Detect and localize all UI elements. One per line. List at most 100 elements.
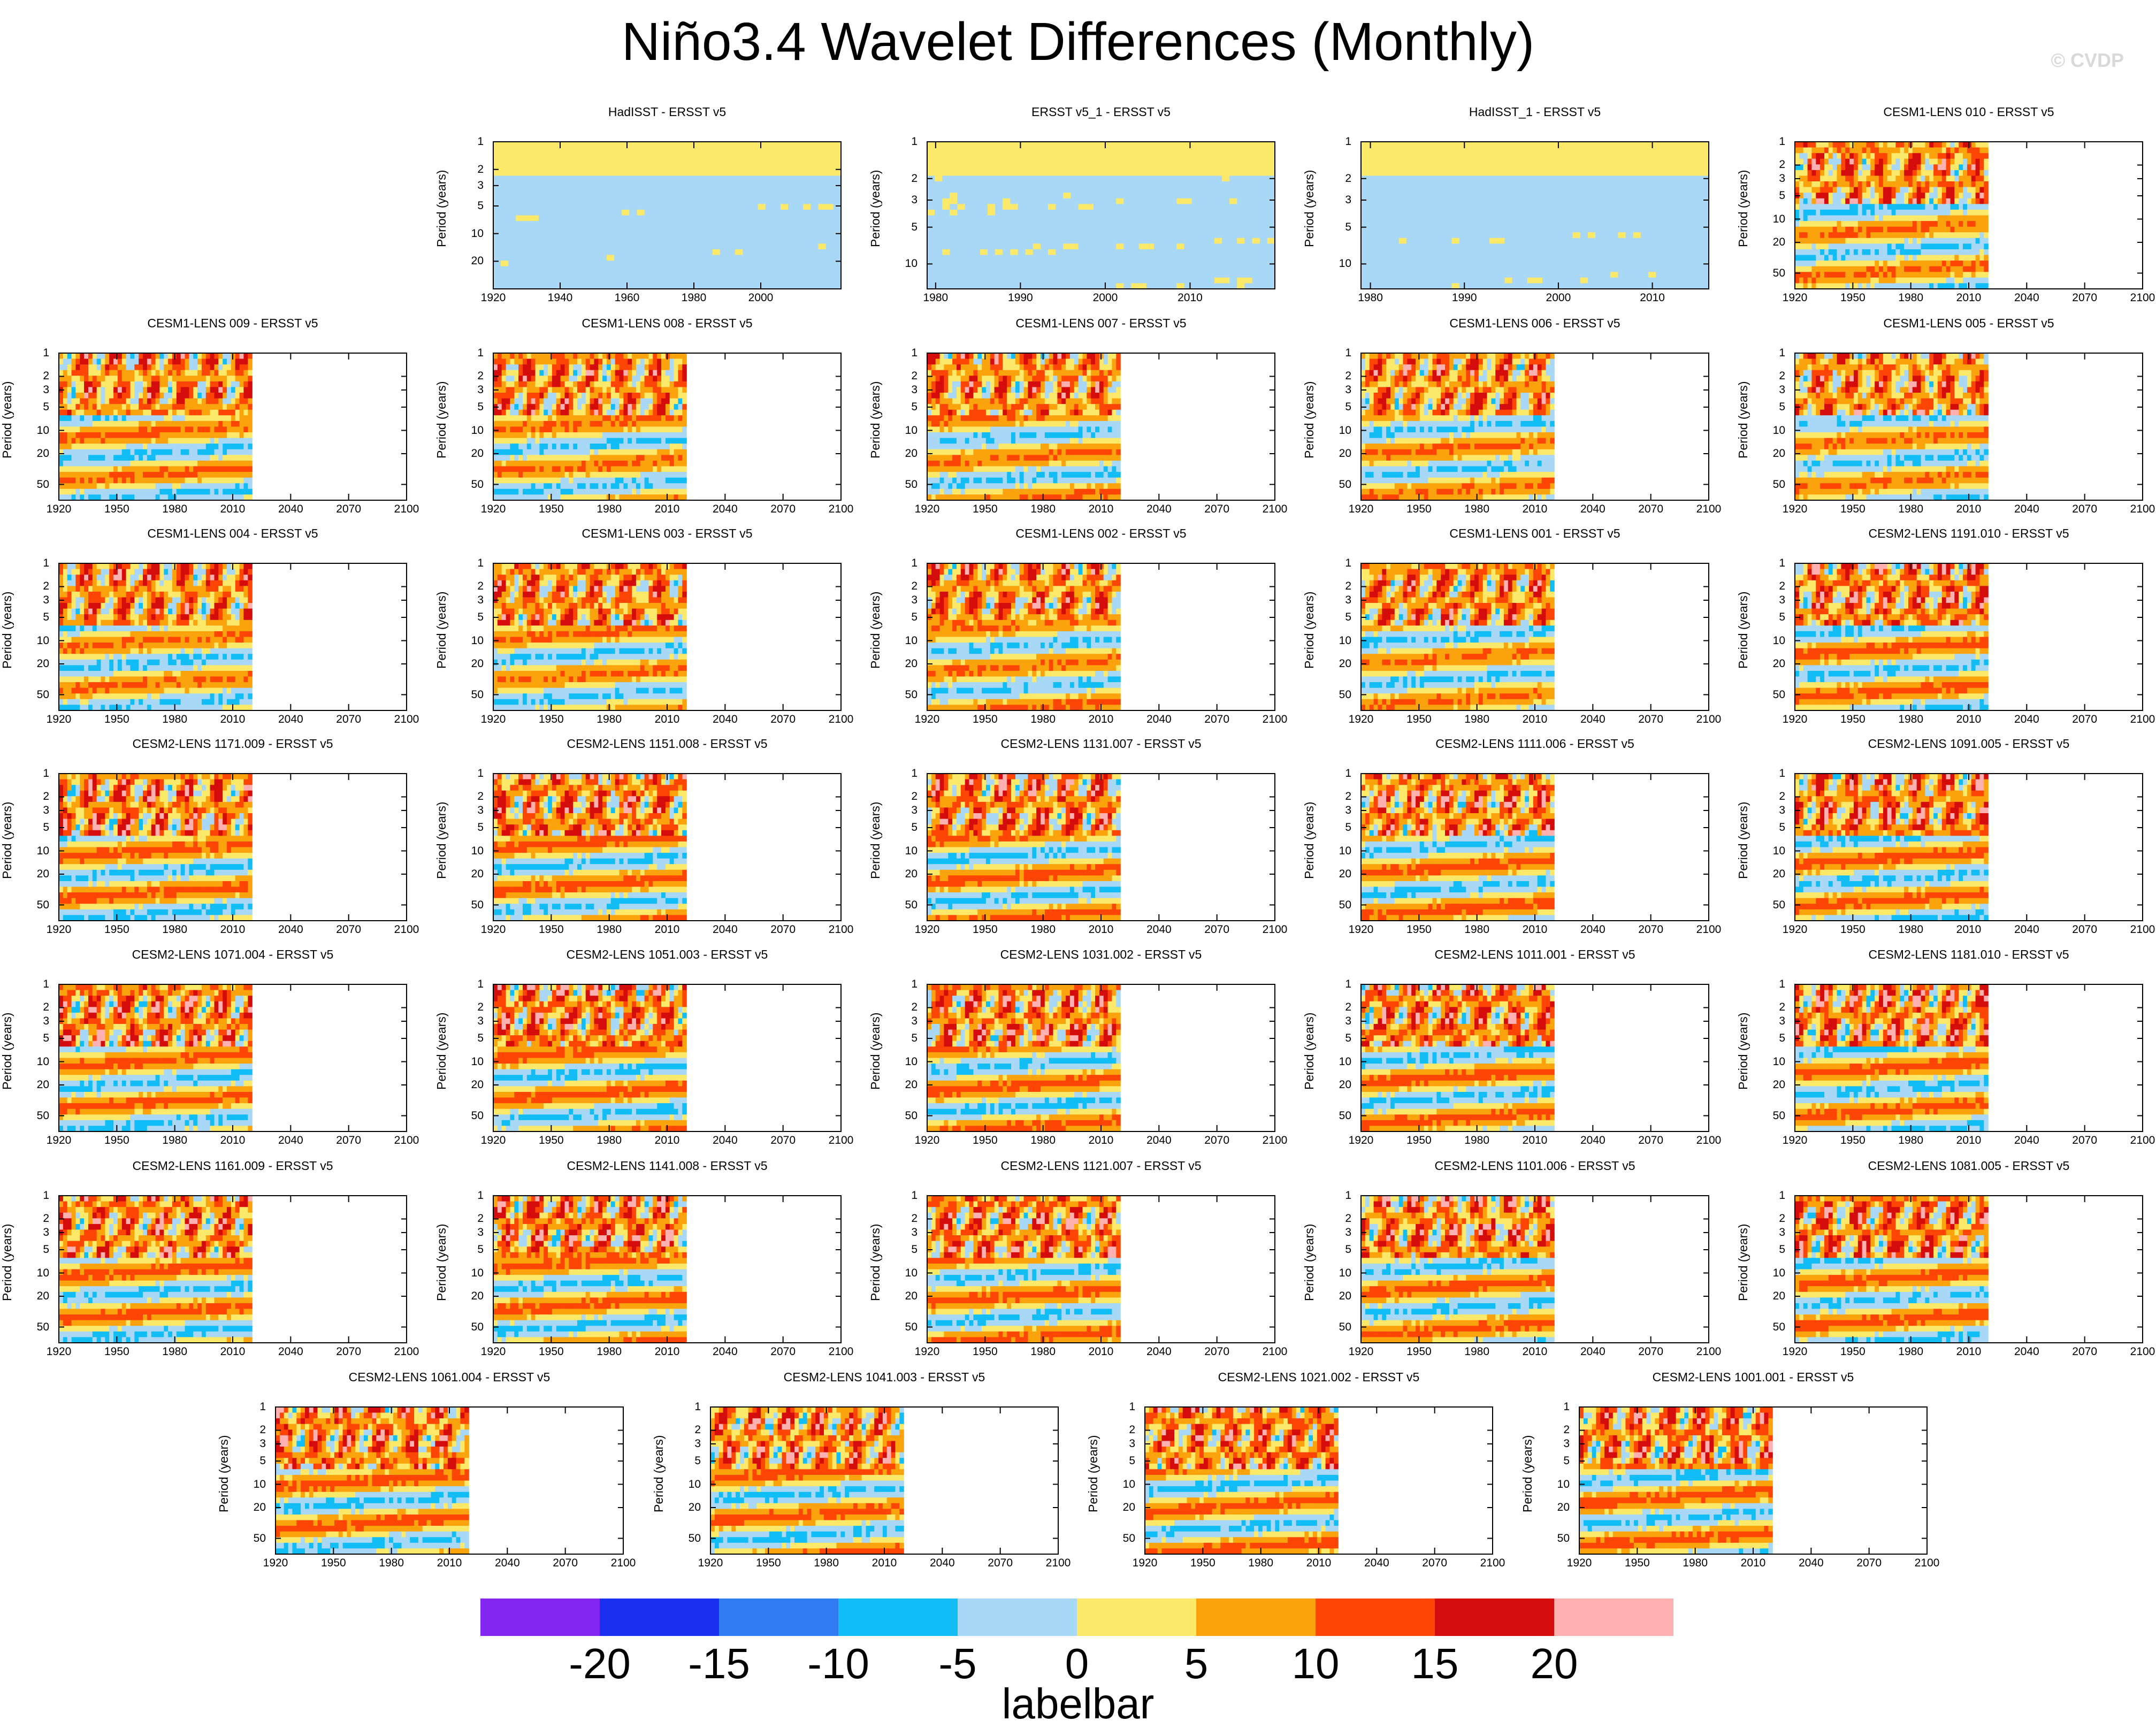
heatmap-cell (781, 164, 789, 171)
heatmap-cell (1267, 226, 1275, 233)
heatmap-cell (1921, 243, 1925, 250)
heatmap-cell (765, 226, 774, 233)
heatmap-cell (1954, 209, 1959, 216)
heatmap-cell (667, 277, 675, 284)
heatmap-cell (1866, 277, 1871, 284)
heatmap-cell (1824, 283, 1829, 289)
heatmap-cell (1587, 255, 1596, 261)
heatmap-cell (1078, 187, 1087, 193)
heatmap-cell (1482, 277, 1490, 284)
heatmap-cell (637, 187, 645, 193)
heatmap-cell (667, 158, 675, 165)
heatmap-cell (1542, 255, 1550, 261)
heatmap-cell (682, 243, 690, 250)
heatmap-cell (591, 226, 600, 233)
heatmap-cell (591, 193, 600, 199)
heatmap-cell (1383, 147, 1392, 154)
heatmap-cell (1199, 158, 1207, 165)
heatmap-cell (1383, 238, 1392, 244)
heatmap-cell (1853, 181, 1859, 188)
heatmap-cell (1259, 170, 1268, 177)
heatmap-cell (1678, 142, 1687, 148)
heatmap-cell (1912, 170, 1917, 177)
heatmap-cell (1824, 243, 1829, 250)
heatmap-cell (1206, 261, 1215, 267)
heatmap-cell (1693, 158, 1702, 165)
heatmap-cell (1595, 215, 1603, 221)
heatmap-cell (1912, 221, 1917, 227)
heatmap-cell (1610, 198, 1618, 204)
heatmap-cell (508, 209, 516, 216)
heatmap-cell (818, 215, 827, 221)
heatmap-cell (950, 175, 958, 182)
heatmap-cell (546, 170, 554, 177)
heatmap-cell (185, 353, 189, 360)
heatmap-cell (1891, 209, 1897, 216)
heatmap-cell (1580, 175, 1588, 182)
heatmap-cell (1131, 215, 1140, 221)
heatmap-cell (705, 255, 713, 261)
heatmap-cell (516, 232, 524, 239)
heatmap-cell (1191, 175, 1200, 182)
heatmap-cell (1048, 243, 1056, 250)
heatmap-cell (1191, 283, 1200, 289)
heatmap-cell (1904, 272, 1909, 278)
heatmap-cell (690, 226, 698, 233)
heatmap-cell (1391, 204, 1400, 210)
heatmap-cell (1056, 198, 1064, 204)
heatmap-cell (1887, 277, 1892, 284)
heatmap-cell (720, 181, 728, 188)
heatmap-cell (584, 261, 592, 267)
heatmap-cell (1093, 198, 1102, 204)
heatmap-cell (1671, 181, 1679, 188)
heatmap-cell (1206, 170, 1215, 177)
heatmap-cell (1610, 187, 1618, 193)
heatmap-cell (1875, 170, 1879, 177)
heatmap-cell (1984, 243, 1989, 250)
heatmap-cell (1041, 181, 1049, 188)
heatmap-cell (84, 358, 89, 365)
heatmap-cell (629, 255, 637, 261)
heatmap-cell (1633, 249, 1641, 256)
heatmap-cell (735, 261, 743, 267)
heatmap-cell (1610, 193, 1618, 199)
heatmap-cell (972, 209, 981, 216)
heatmap-cell (1078, 181, 1087, 188)
heatmap-cell (1252, 238, 1260, 244)
heatmap-cell (554, 175, 562, 182)
heatmap-cell (957, 266, 966, 272)
heatmap-cell (1925, 238, 1930, 244)
heatmap-cell (1979, 255, 1984, 261)
heatmap-cell (1010, 147, 1019, 154)
heatmap-cell (1984, 283, 1989, 289)
heatmap-cell (1252, 181, 1260, 188)
heatmap-cell (1946, 249, 1951, 256)
heatmap-cell (1550, 204, 1558, 210)
heatmap-cell (1535, 198, 1543, 204)
heatmap-cell (1191, 204, 1200, 210)
heatmap-cell (1161, 272, 1169, 278)
heatmap-cell (942, 215, 950, 221)
heatmap-cell (1101, 175, 1109, 182)
heatmap-cell (1933, 249, 1938, 256)
heatmap-cell (942, 209, 950, 216)
heatmap-cell (1887, 232, 1892, 239)
heatmap-cell (965, 193, 973, 199)
heatmap-cell (1497, 147, 1505, 154)
heatmap-cell (1214, 272, 1222, 278)
heatmap-cell (1904, 204, 1909, 210)
heatmap-cell (1146, 283, 1155, 289)
heatmap-cell (1828, 249, 1833, 256)
heatmap-cell (1451, 255, 1460, 261)
heatmap-cell (1975, 198, 1981, 204)
heatmap-cell (1206, 187, 1215, 193)
heatmap-cell (1101, 238, 1109, 244)
heatmap-cell (1078, 255, 1087, 261)
heatmap-cell (614, 153, 622, 159)
heatmap-cell (1199, 266, 1207, 272)
heatmap-cell (1108, 243, 1117, 250)
heatmap-cell (637, 181, 645, 188)
heatmap-cell (193, 353, 198, 360)
heatmap-cell (1033, 238, 1041, 244)
heatmap-cell (164, 353, 169, 360)
